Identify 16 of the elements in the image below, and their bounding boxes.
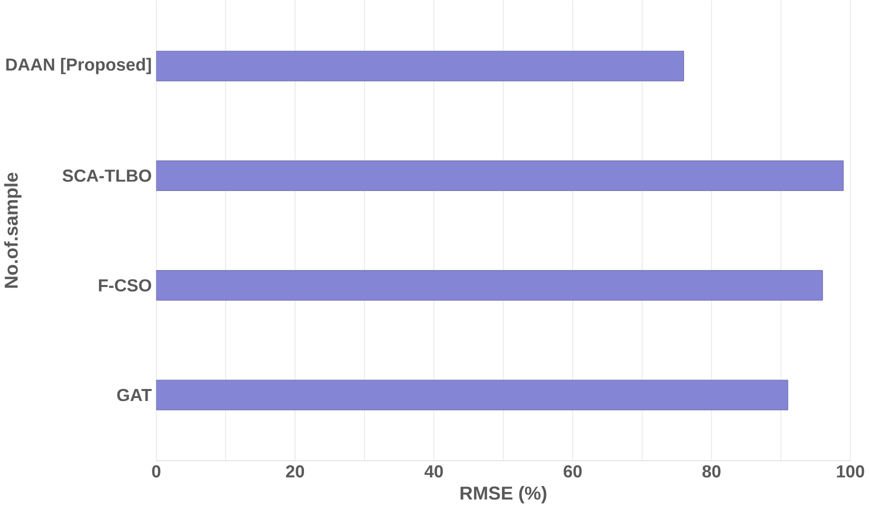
x-tick-label: 60 [564, 465, 582, 478]
bar [156, 270, 823, 301]
x-axis-title: RMSE (%) [460, 486, 546, 504]
x-tick-label: 40 [424, 465, 443, 478]
y-tick-label: F-CSO [98, 279, 152, 292]
x-tick-label: 80 [702, 465, 720, 478]
x-tick-label: 100 [836, 465, 864, 478]
y-tick-label: DAAN [Proposed] [6, 58, 151, 74]
x-tick-label: 0 [152, 465, 160, 478]
bar [156, 51, 684, 82]
x-tick-label: 20 [286, 465, 304, 478]
bar [156, 160, 844, 192]
bar [156, 380, 788, 410]
y-axis-title: No.of.sample [4, 172, 22, 288]
y-tick-label: GAT [117, 389, 152, 402]
y-tick-label: SCA-TLBO [62, 170, 152, 182]
